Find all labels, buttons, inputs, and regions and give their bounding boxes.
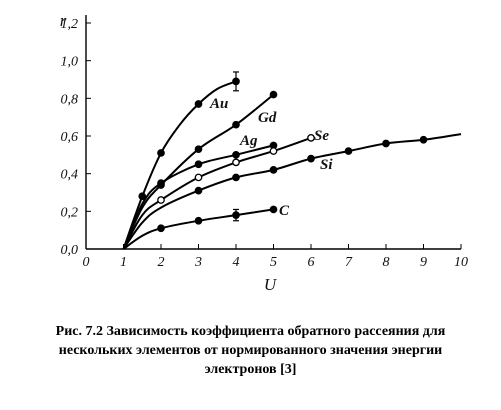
y-tick-label: 1,2	[61, 17, 79, 32]
y-tick-label: 1,0	[61, 55, 79, 70]
series-point-si	[307, 154, 315, 163]
series-label-au: Au	[209, 96, 228, 112]
y-tick-label: 0,2	[61, 205, 79, 220]
y-tick-label: 0,4	[61, 168, 79, 183]
series-point-si	[269, 166, 278, 174]
series-point-se	[157, 196, 165, 204]
x-axis-title: U	[264, 275, 278, 294]
series-point-se	[269, 147, 278, 155]
series-point-se	[307, 134, 315, 142]
series-label-si: Si	[320, 157, 333, 173]
series-point-c	[269, 205, 278, 214]
series-point-si	[194, 186, 203, 195]
y-tick-label: 0,0	[61, 243, 79, 258]
chart-markers	[138, 71, 428, 233]
series-point-se	[194, 173, 203, 182]
series-point-gd	[269, 90, 278, 99]
x-tick-label: 0	[83, 255, 90, 270]
series-line-c	[122, 208, 274, 250]
series-point-ag	[232, 150, 240, 159]
series-point-c	[157, 224, 165, 233]
series-point-se	[232, 158, 240, 167]
chart-curves	[122, 80, 462, 250]
series-line-gd	[122, 93, 275, 250]
series-point-ag	[157, 179, 165, 187]
x-tick-label: 4	[233, 255, 240, 270]
series-point-si	[419, 135, 428, 144]
caption-line-2: нескольких элементов от нормированного з…	[58, 343, 443, 358]
series-point-si	[382, 139, 390, 148]
series-point-au	[138, 192, 147, 201]
series-point-si	[344, 147, 353, 155]
x-tick-label: 6	[308, 255, 315, 270]
x-tick-label: 9	[420, 255, 427, 270]
series-label-se: Se	[314, 128, 329, 144]
x-tick-label: 2	[158, 255, 165, 270]
series-point-c	[194, 216, 203, 225]
caption-line-3: электронов [3]	[204, 362, 297, 377]
chart-axes: 0 1 2 3 4 5 6 7 8 9 10 0,0 0,2 0,4 0,6 0,8 1,0 1,2	[61, 15, 468, 270]
x-tick-label: 7	[345, 255, 353, 270]
series-point-gd	[232, 120, 240, 129]
x-tick-label: 5	[270, 255, 277, 270]
x-tick-label: 3	[194, 255, 202, 270]
series-label-c: C	[279, 203, 290, 219]
series-label-ag: Ag	[239, 133, 258, 149]
series-label-gd: Gd	[258, 110, 277, 126]
series-point-ag	[194, 160, 203, 169]
series-point-au	[157, 149, 165, 157]
series-point-au	[194, 100, 203, 108]
series-point-gd	[194, 145, 203, 154]
backscatter-chart: 0 1 2 3 4 5 6 7 8 9 10 0,0 0,2 0,4 0,6 0,8 1,0 1,2 Ur Au Gd…	[60, 11, 468, 294]
figure-caption: Рис. 7.2 Зависимость коэффициента обратн…	[0, 322, 501, 379]
y-tick-label: 0,6	[61, 130, 79, 145]
x-tick-label: 8	[383, 255, 390, 270]
x-tick-label: 10	[454, 255, 468, 270]
series-point-si	[232, 173, 240, 182]
caption-line-1: Рис. 7.2 Зависимость коэффициента обратн…	[55, 324, 446, 339]
y-tick-label: 0,8	[61, 92, 79, 107]
x-tick-label: 1	[120, 255, 127, 270]
y-axis-title: r	[60, 11, 67, 30]
